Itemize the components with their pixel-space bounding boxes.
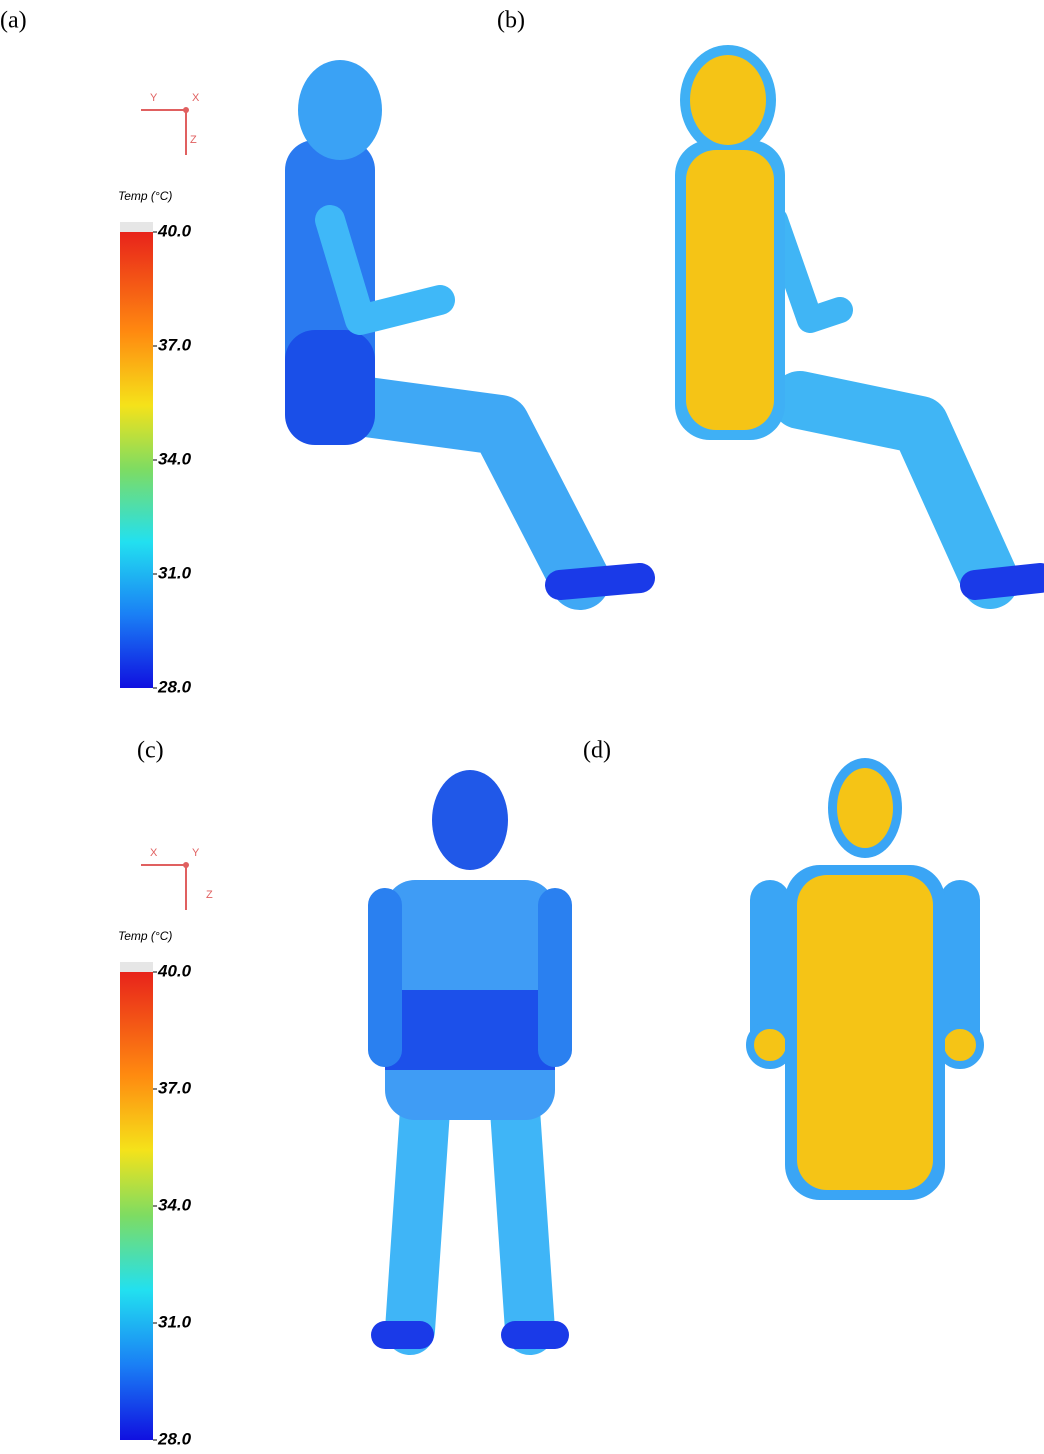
colorbar-tick-label: 37.0 [158, 1078, 192, 1097]
axis-letter: Z [190, 134, 197, 146]
thermal-figure-front-surface [368, 770, 572, 1355]
colorbar-tick-label: 31.0 [158, 1312, 192, 1331]
colorbar-tick-label: 40.0 [157, 221, 192, 240]
colorbar-tick-label: 28.0 [157, 1429, 192, 1448]
axis-letter: Z [206, 889, 213, 901]
axis-origin [183, 107, 189, 113]
axis-letter: X [192, 92, 200, 104]
colorbar-tick-label: 34.0 [158, 1195, 192, 1214]
thermal-figure-front-section [746, 758, 984, 1200]
colorbar-tick-label: 31.0 [158, 563, 192, 582]
colorbar [120, 972, 153, 1440]
axis-origin [183, 862, 189, 868]
colorbar-title: Temp (°C) [118, 929, 172, 943]
axis-letter: X [150, 847, 158, 859]
panel-label: (c) [137, 738, 164, 764]
panel-label: (d) [583, 738, 611, 764]
thermal-figure-side-surface [285, 60, 655, 610]
panel-label: (b) [497, 8, 525, 34]
axis-letter: Y [150, 92, 158, 104]
colorbar-tick-label: 28.0 [157, 677, 192, 696]
thermal-figure-side-section [675, 45, 1044, 609]
colorbar-cap [120, 222, 153, 232]
colorbar-title: Temp (°C) [118, 189, 172, 203]
panel-label: (a) [0, 8, 27, 34]
colorbar-tick-label: 40.0 [157, 961, 192, 980]
colorbar-tick-label: 34.0 [158, 449, 192, 468]
axis-letter: Y [192, 847, 200, 859]
colorbar-cap [120, 962, 153, 972]
colorbar [120, 232, 153, 688]
colorbar-tick-label: 37.0 [158, 335, 192, 354]
